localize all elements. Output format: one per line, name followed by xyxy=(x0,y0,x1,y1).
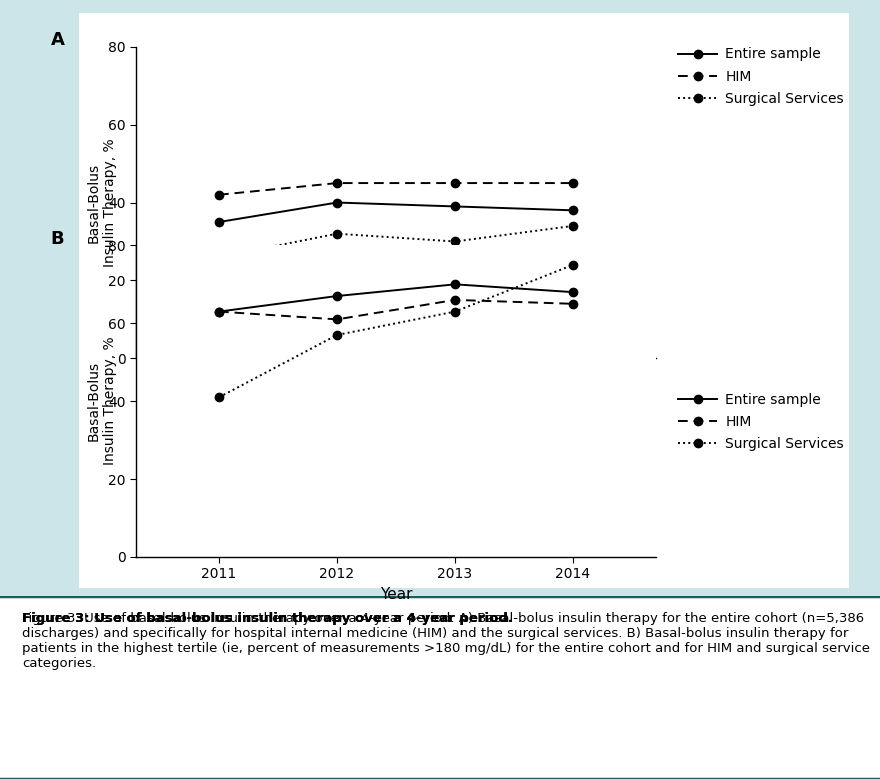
Text: Figure 3: Use of basal-bolus insulin therapy over a 4-year period.: Figure 3: Use of basal-bolus insulin the… xyxy=(22,612,513,625)
Text: Figure 3: Use of basal-bolus insulin therapy over a 4-year period.: Figure 3: Use of basal-bolus insulin the… xyxy=(22,612,513,625)
Y-axis label: Basal-Bolus
Insulin Therapy, %: Basal-Bolus Insulin Therapy, % xyxy=(86,138,116,267)
Text: B: B xyxy=(51,230,64,248)
Text: Figure 3: Use of basal-bolus insulin therapy over a 4-year period. A) Basal-bolu: Figure 3: Use of basal-bolus insulin the… xyxy=(22,612,870,669)
X-axis label: Year: Year xyxy=(380,587,412,602)
Text: A: A xyxy=(51,31,64,49)
Legend: Entire sample, HIM, Surgical Services: Entire sample, HIM, Surgical Services xyxy=(678,393,844,451)
Y-axis label: Basal-Bolus
Insulin Therapy, %: Basal-Bolus Insulin Therapy, % xyxy=(86,337,116,466)
X-axis label: Year: Year xyxy=(380,388,412,404)
Legend: Entire sample, HIM, Surgical Services: Entire sample, HIM, Surgical Services xyxy=(678,48,844,106)
